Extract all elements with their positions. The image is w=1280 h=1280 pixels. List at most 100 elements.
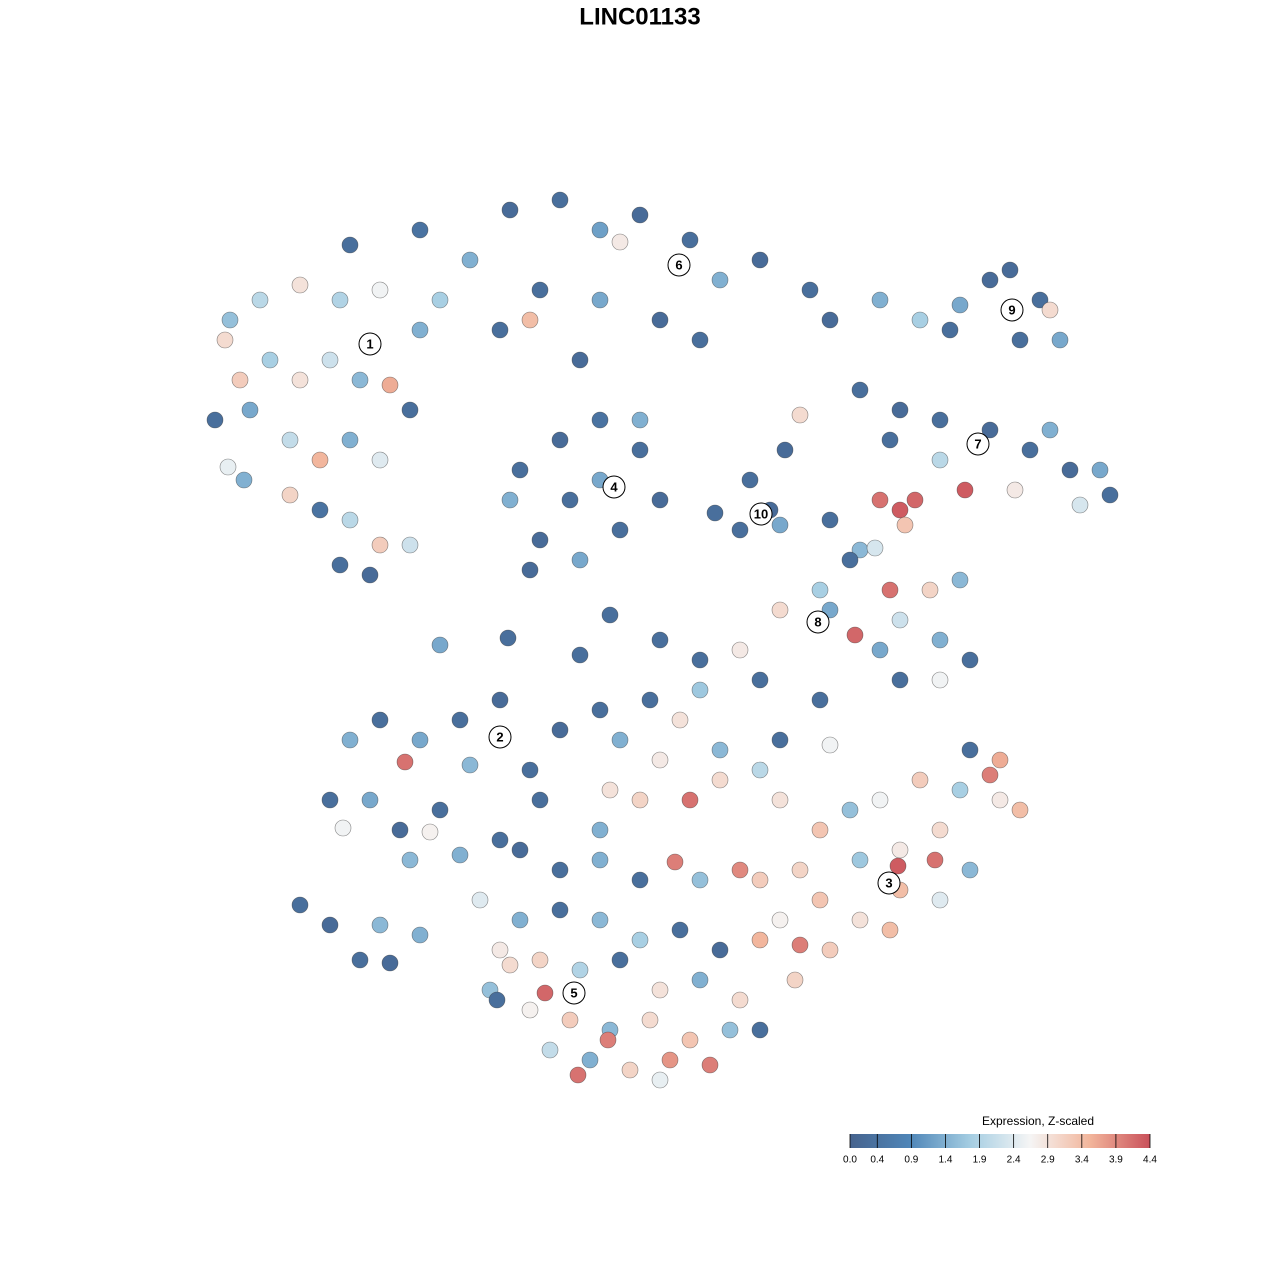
point (396, 753, 414, 771)
point (491, 941, 509, 959)
point (601, 781, 619, 799)
point (531, 281, 549, 299)
point (521, 1001, 539, 1019)
cluster-label: 2 (496, 729, 503, 744)
point (991, 791, 1009, 809)
point (771, 601, 789, 619)
point (361, 566, 379, 584)
point (621, 1061, 639, 1079)
point (786, 971, 804, 989)
point (811, 691, 829, 709)
point (561, 1011, 579, 1029)
point (891, 671, 909, 689)
point (571, 351, 589, 369)
cluster-label: 8 (814, 614, 821, 629)
point (751, 871, 769, 889)
point (291, 276, 309, 294)
chart-title: LINC01133 (579, 3, 700, 30)
point (851, 381, 869, 399)
point (841, 551, 859, 569)
point (216, 331, 234, 349)
cluster-label: 1 (366, 336, 373, 351)
point (1061, 461, 1079, 479)
point (891, 611, 909, 629)
point (401, 851, 419, 869)
point (651, 1071, 669, 1089)
colorbar-title: Expression, Z-scaled (982, 1114, 1094, 1128)
cluster-label: 6 (675, 257, 682, 272)
colorbar-tick-label: 0.0 (843, 1155, 857, 1166)
point (431, 291, 449, 309)
point (1011, 331, 1029, 349)
cluster-label: 7 (974, 436, 981, 451)
point (571, 646, 589, 664)
point (771, 516, 789, 534)
point (711, 741, 729, 759)
point (981, 271, 999, 289)
point (206, 411, 224, 429)
point (871, 291, 889, 309)
point (261, 351, 279, 369)
point (488, 991, 506, 1009)
point (1071, 496, 1089, 514)
point (961, 651, 979, 669)
point (511, 841, 529, 859)
point (731, 641, 749, 659)
colorbar-tick-label: 4.4 (1143, 1155, 1157, 1166)
point (1021, 441, 1039, 459)
point (771, 791, 789, 809)
point (591, 411, 609, 429)
point (926, 851, 944, 869)
point (951, 296, 969, 314)
point (931, 451, 949, 469)
point (889, 857, 907, 875)
point (691, 331, 709, 349)
point (591, 291, 609, 309)
point (791, 406, 809, 424)
point (841, 801, 859, 819)
point (751, 1021, 769, 1039)
point (641, 691, 659, 709)
point (891, 841, 909, 859)
point (811, 891, 829, 909)
point (846, 626, 864, 644)
point (631, 441, 649, 459)
point (571, 551, 589, 569)
point (991, 751, 1009, 769)
point (751, 931, 769, 949)
point (651, 751, 669, 769)
point (381, 376, 399, 394)
point (491, 831, 509, 849)
point (961, 741, 979, 759)
cluster-marker (806, 610, 830, 634)
point (731, 861, 749, 879)
point (361, 791, 379, 809)
point (881, 921, 899, 939)
cluster-marker (488, 725, 512, 749)
point (931, 821, 949, 839)
point (321, 916, 339, 934)
colorbar-tick-label: 2.9 (1041, 1155, 1055, 1166)
point (641, 1011, 659, 1029)
point (631, 931, 649, 949)
point (551, 721, 569, 739)
point (1041, 301, 1059, 319)
point (711, 771, 729, 789)
point (251, 291, 269, 309)
point (291, 896, 309, 914)
point (956, 481, 974, 499)
point (511, 911, 529, 929)
point (581, 1051, 599, 1069)
point (599, 1031, 617, 1049)
point (771, 911, 789, 929)
point (1011, 801, 1029, 819)
point (691, 971, 709, 989)
cluster-marker (562, 981, 586, 1005)
point (911, 771, 929, 789)
cluster-label: 4 (610, 479, 618, 494)
point (911, 311, 929, 329)
cluster-marker (667, 253, 691, 277)
point (681, 1031, 699, 1049)
point (661, 1051, 679, 1069)
point (341, 731, 359, 749)
